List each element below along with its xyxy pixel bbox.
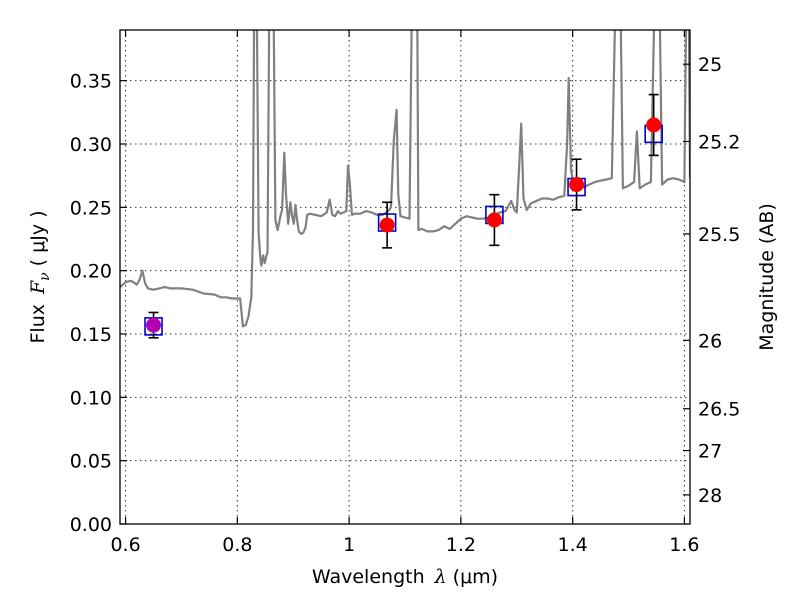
x-tick-label: 1.6 xyxy=(669,534,699,556)
observed-photometry-markers xyxy=(146,93,662,339)
observed-point xyxy=(646,117,662,133)
observed-point xyxy=(146,317,162,333)
observed-point xyxy=(569,177,585,193)
x-axis-ticks: 0.6 0.8 1 1.2 1.4 1.6 xyxy=(110,30,700,556)
x-tick-label: 1 xyxy=(343,534,355,556)
observed-point xyxy=(486,212,502,228)
x-tick-label: 1.4 xyxy=(558,534,588,556)
y2-tick-label: 25 xyxy=(698,54,722,76)
y2-tick-label: 28 xyxy=(698,485,722,507)
observed-point xyxy=(379,217,395,233)
y-tick-label: 0.10 xyxy=(70,387,112,409)
y-tick-label: 0.35 xyxy=(70,71,112,93)
x-axis-label: Wavelength λ (μm) xyxy=(312,566,498,588)
y-tick-label: 0.05 xyxy=(70,451,112,473)
y-tick-label: 0.00 xyxy=(70,514,112,536)
y2-axis-ticks: 25 25.2 25.5 26 26.5 27 28 xyxy=(683,54,740,507)
y2-tick-label: 27 xyxy=(698,441,722,463)
y2-tick-label: 25.5 xyxy=(698,224,740,246)
plot-frame xyxy=(119,29,691,525)
y2-tick-label: 25.2 xyxy=(698,131,740,153)
plot-background xyxy=(120,30,690,524)
y2-tick-label: 26 xyxy=(698,330,722,352)
y-tick-label: 0.15 xyxy=(70,324,112,346)
x-tick-label: 0.8 xyxy=(222,534,252,556)
x-tick-label: 1.2 xyxy=(446,534,476,556)
y-tick-label: 0.20 xyxy=(70,261,112,283)
y-tick-label: 0.25 xyxy=(70,197,112,219)
y2-tick-label: 26.5 xyxy=(698,399,740,421)
y-axis-ticks: 0.00 0.05 0.10 0.15 0.20 0.25 0.30 0.35 xyxy=(70,71,127,536)
y2-axis-label: Magnitude (AB) xyxy=(756,203,778,351)
grid-lines xyxy=(120,30,690,525)
x-tick-label: 0.6 xyxy=(110,534,140,556)
y-axis-label: FluxFν( μJy ) xyxy=(27,210,53,343)
y-tick-label: 0.30 xyxy=(70,134,112,156)
